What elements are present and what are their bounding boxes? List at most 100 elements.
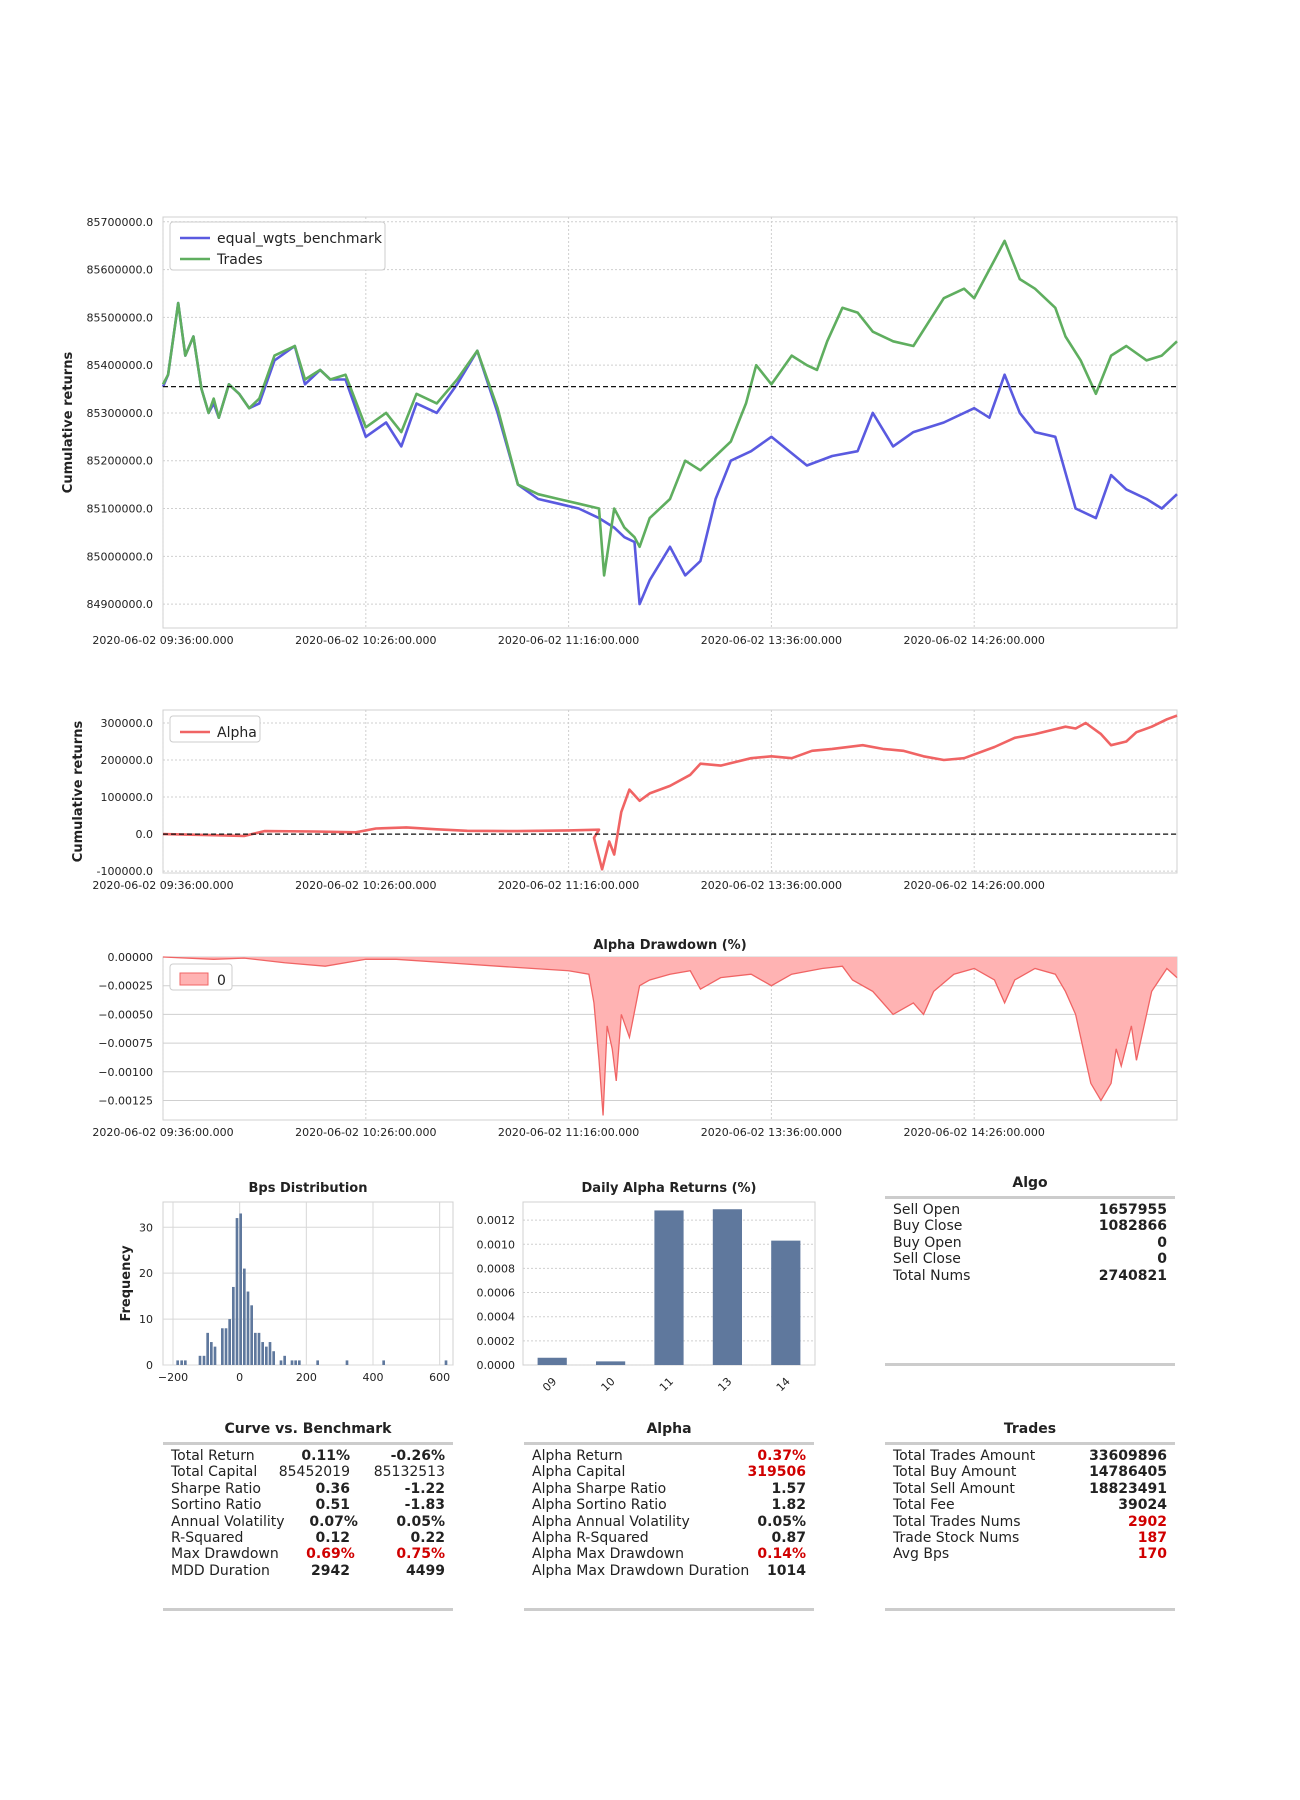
y-tick-label: 85700000.0	[87, 216, 153, 229]
y-tick-label: 300000.0	[101, 717, 154, 730]
x-tick-label: 2020-06-02 09:36:00.000	[92, 879, 233, 892]
curve-value: 85452019	[278, 1464, 350, 1481]
drawdown-area	[163, 957, 1177, 1116]
histogram-bar	[239, 1213, 242, 1365]
x-tick-label: 14	[774, 1375, 793, 1394]
histogram-bar	[243, 1268, 246, 1365]
y-tick-label: 0.0010	[477, 1238, 516, 1251]
table-row: Buy Open 0	[893, 1235, 1167, 1251]
row-value: 187	[1137, 1529, 1167, 1546]
curve-vs-benchmark-table: Total Return 0.11% -0.26% Total Capital 8545…	[171, 1448, 445, 1579]
histogram-bar	[221, 1328, 224, 1365]
row-label: Trade Stock Nums	[893, 1529, 1020, 1546]
x-tick-label: 2020-06-02 14:26:00.000	[904, 879, 1045, 892]
trades-bottom-rule	[885, 1608, 1175, 1611]
benchmark-value: -0.26%	[390, 1448, 445, 1464]
x-tick-label: 2020-06-02 13:36:00.000	[701, 1126, 842, 1139]
curve-value: 0.07%	[309, 1513, 358, 1530]
series-line-trades	[161, 239, 1178, 577]
row-label: Total Trades Nums	[893, 1513, 1021, 1530]
row-value: 1082866	[1098, 1218, 1167, 1235]
alpha-table: Alpha Return 0.37% Alpha Capital 319506 Alph…	[532, 1448, 806, 1579]
trades-table-title: Trades	[1003, 1421, 1057, 1437]
row-label: Sortino Ratio	[171, 1497, 262, 1514]
histogram-bar	[316, 1360, 319, 1365]
bar-10	[596, 1361, 626, 1365]
row-value: 2902	[1128, 1513, 1167, 1530]
histogram-bar	[250, 1305, 253, 1365]
y-tick-label: 85300000.0	[87, 407, 153, 420]
table-row: Alpha Return 0.37%	[532, 1448, 806, 1464]
y-tick-label: 0.0012	[477, 1214, 516, 1227]
table-row: Sharpe Ratio 0.36 -1.22	[171, 1481, 445, 1497]
table-row: Sell Close 0	[893, 1251, 1167, 1267]
alpha-drawdown-chart: 2020-06-02 09:36:00.000 2020-06-02 10:26:…	[92, 938, 1178, 1139]
table-row: Alpha Capital 319506	[532, 1464, 806, 1480]
row-value: 0	[1157, 1234, 1167, 1251]
y-tick-label: 30	[139, 1221, 153, 1234]
benchmark-value: 0.22	[410, 1529, 445, 1546]
row-label: MDD Duration	[171, 1562, 270, 1579]
y-tick-label: 0	[146, 1359, 153, 1372]
y-tick-label: −0.00125	[98, 1094, 153, 1107]
x-tick-label: 400	[363, 1371, 384, 1384]
row-label: Buy Close	[893, 1218, 963, 1235]
histogram-bar	[257, 1332, 261, 1365]
y-tick-label: 10	[139, 1313, 153, 1326]
y-tick-label: 85400000.0	[87, 359, 153, 372]
table-row: Alpha Sortino Ratio 1.82	[532, 1497, 806, 1513]
x-tick-label: 13	[715, 1375, 734, 1394]
chart-title: Bps Distribution	[249, 1181, 368, 1196]
y-tick-label: 85600000.0	[87, 264, 153, 277]
histogram-bar	[290, 1360, 294, 1365]
row-value: 1014	[767, 1562, 806, 1579]
benchmark-value: 0.05%	[396, 1513, 445, 1530]
row-value: 170	[1137, 1546, 1167, 1563]
histogram-bar	[283, 1355, 286, 1365]
histogram-bar	[213, 1346, 217, 1365]
row-label: Annual Volatility	[171, 1513, 285, 1530]
curve-bottom-rule	[163, 1608, 453, 1611]
plot-area	[162, 956, 1178, 1121]
histogram-bar	[210, 1342, 213, 1365]
x-tick-label: 600	[429, 1371, 450, 1384]
benchmark-value: 0.75%	[396, 1546, 445, 1563]
x-tick-label: 200	[296, 1371, 317, 1384]
y-tick-label: 84900000.0	[87, 598, 153, 611]
table-row: Alpha R-Squared 0.87	[532, 1530, 806, 1546]
table-row: R-Squared 0.12 0.22	[171, 1530, 445, 1546]
table-row: Total Nums 2740821	[893, 1268, 1167, 1284]
row-label: Alpha Sharpe Ratio	[532, 1480, 667, 1497]
cumulative-returns-chart: 2020-06-02 09:36:00.000 2020-06-02 10:26:…	[61, 216, 1178, 647]
histogram-bar	[246, 1291, 250, 1365]
histogram-bar	[180, 1360, 183, 1365]
x-tick-label: 2020-06-02 11:16:00.000	[498, 1126, 639, 1139]
row-label: Total Return	[171, 1448, 255, 1464]
legend-swatch	[179, 972, 209, 986]
alpha-table-title: Alpha	[646, 1421, 692, 1437]
y-tick-label: 0.0000	[477, 1359, 516, 1372]
table-row: Max Drawdown 0.69% 0.75%	[171, 1546, 445, 1562]
alpha-chart: 2020-06-02 09:36:00.000 2020-06-02 10:26:…	[71, 709, 1178, 892]
x-tick-label: 10	[599, 1375, 618, 1394]
row-label: Alpha Capital	[532, 1464, 626, 1481]
x-tick-label: 0	[236, 1371, 243, 1384]
y-axis-label: Cumulative returns	[71, 721, 86, 863]
histogram-bar	[382, 1360, 385, 1365]
y-tick-label: 0.0006	[477, 1287, 516, 1300]
y-tick-label: 0.0	[136, 828, 154, 841]
x-tick-label: 2020-06-02 13:36:00.000	[701, 634, 842, 647]
legend-label: 0	[217, 973, 226, 989]
legend-label: Trades	[216, 252, 263, 268]
row-label: Total Sell Amount	[893, 1480, 1015, 1497]
table-row: Trade Stock Nums 187	[893, 1530, 1167, 1546]
histogram-bar	[224, 1328, 228, 1365]
row-value: 0	[1157, 1251, 1167, 1268]
table-row: Alpha Max Drawdown 0.14%	[532, 1546, 806, 1562]
y-tick-label: 0.0008	[477, 1262, 516, 1275]
histogram-bar	[202, 1355, 206, 1365]
x-tick-label: 2020-06-02 10:26:00.000	[295, 634, 436, 647]
row-label: Alpha Sortino Ratio	[532, 1497, 667, 1514]
histogram-bar	[444, 1360, 448, 1365]
legend-box	[169, 221, 386, 271]
